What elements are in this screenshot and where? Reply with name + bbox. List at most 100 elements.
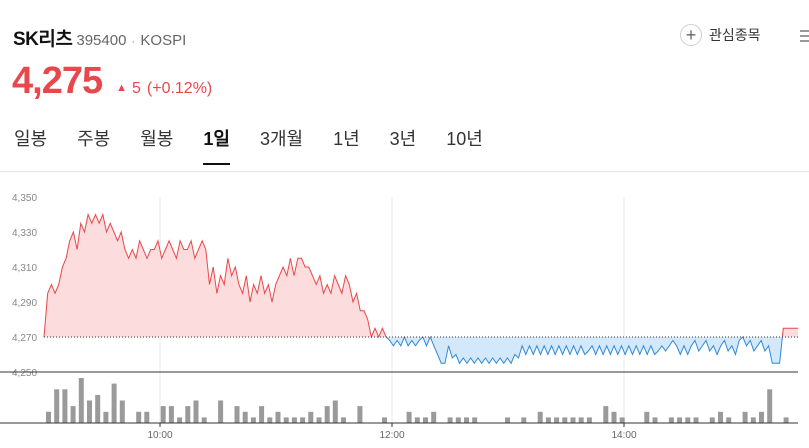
price-change: ▲ 5 (+0.12%) <box>116 80 212 98</box>
volume-bar <box>300 417 306 423</box>
x-tick-label: 10:00 <box>147 430 172 441</box>
watchlist-label: 관심종목 <box>709 27 761 43</box>
tab-3-months[interactable]: 3개월 <box>259 129 304 149</box>
volume-bar <box>87 400 92 423</box>
volume-bar <box>78 378 84 423</box>
stock-header: SK리츠 395400 · KOSPI <box>13 24 187 50</box>
tab-10-years[interactable]: 10년 <box>446 129 483 149</box>
volume-bar <box>685 417 691 423</box>
volume-bar <box>119 400 125 423</box>
volume-bar <box>472 417 478 423</box>
volume-bar <box>767 389 773 424</box>
price-line-down <box>44 337 783 365</box>
tab-daily[interactable]: 일봉 <box>14 129 48 149</box>
y-tick-label: 4,310 <box>12 263 37 274</box>
volume-bar <box>332 400 338 423</box>
tab-monthly[interactable]: 월봉 <box>140 129 174 149</box>
volume-bar <box>54 389 60 424</box>
volume-bar <box>709 417 715 423</box>
volume-bar <box>505 417 510 423</box>
volume-bar <box>726 417 732 423</box>
plus-circle-icon: + <box>680 24 702 46</box>
volume-bar <box>570 417 576 423</box>
volume-bar <box>316 417 322 423</box>
volume-bar <box>759 411 764 424</box>
volume-bar <box>455 417 461 423</box>
current-price: 4,275 <box>12 60 103 102</box>
price-area-down <box>44 337 798 364</box>
volume-bar <box>291 417 297 423</box>
volume-bar <box>447 417 453 423</box>
volume-bar <box>324 406 330 423</box>
change-amount: 5 <box>131 80 141 97</box>
volume-bar <box>464 417 469 423</box>
volume-bar <box>677 417 683 423</box>
volume-bar <box>545 417 551 423</box>
intraday-chart[interactable]: 4,350 4,330 4,310 4,290 4,270 4,250 10:00 12:00… <box>0 180 809 448</box>
triangle-up-icon: ▲ <box>116 82 127 94</box>
stock-name: SK리츠 <box>13 29 73 50</box>
tab-1-year[interactable]: 1년 <box>333 129 360 149</box>
more-icon[interactable] <box>794 24 809 48</box>
volume-bar <box>103 411 109 424</box>
volume-bar <box>742 411 748 424</box>
volume-bar <box>750 417 756 423</box>
y-tick-label: 4,350 <box>12 193 37 204</box>
separator-dot: · <box>131 34 136 48</box>
period-tabs: 일봉 주봉 월봉 1일 3개월 1년 3년 10년 <box>14 125 513 165</box>
volume-bar <box>578 417 584 423</box>
volume-bar <box>168 406 174 423</box>
volume-bar <box>423 417 428 423</box>
volume-bar <box>234 406 240 423</box>
tab-weekly[interactable]: 주봉 <box>77 129 111 149</box>
volume-bar <box>242 411 248 424</box>
tab-3-years[interactable]: 3년 <box>389 129 417 149</box>
price-row: 4,275 ▲ 5 (+0.12%) <box>12 60 212 103</box>
price-line-up <box>43 212 798 337</box>
volume-bar <box>95 394 101 423</box>
volume-bar <box>603 406 609 423</box>
volume-bar <box>308 411 314 424</box>
volume-bar <box>668 417 674 423</box>
volume-bar <box>619 417 625 423</box>
tab-1-day[interactable]: 1일 <box>203 125 230 165</box>
volume-bar <box>177 417 183 423</box>
tabs-divider <box>0 171 809 172</box>
volume-bar <box>136 411 142 424</box>
volume-bar <box>562 417 568 423</box>
volume-bar <box>185 406 191 423</box>
volume-bar <box>783 417 789 423</box>
volume-bar <box>111 383 117 423</box>
volume-bar <box>144 411 150 424</box>
volume-bar <box>283 417 289 423</box>
volume-bar <box>431 411 437 424</box>
volume-bar <box>644 411 650 424</box>
y-tick-label: 4,250 <box>12 368 37 379</box>
volume-bar <box>250 417 256 423</box>
volume-bar <box>406 411 412 424</box>
volume-bar <box>259 406 265 423</box>
volume-bar <box>414 417 420 423</box>
y-tick-label: 4,330 <box>12 228 37 239</box>
y-tick-label: 4,270 <box>12 333 37 344</box>
volume-bar <box>201 417 207 423</box>
volume-bar <box>218 400 224 423</box>
change-percent: (+0.12%) <box>146 80 213 97</box>
volume-bar <box>267 417 273 423</box>
market-name: KOSPI <box>140 32 187 49</box>
stock-code: 395400 <box>76 32 127 49</box>
volume-bar <box>275 411 281 424</box>
x-tick-label: 12:00 <box>379 430 404 441</box>
y-tick-label: 4,290 <box>12 298 37 309</box>
volume-bar <box>611 411 617 424</box>
volume-bar <box>693 417 699 423</box>
volume-bar <box>652 417 658 423</box>
volume-bar <box>193 400 199 423</box>
volume-bar <box>554 417 560 423</box>
watchlist-button[interactable]: + 관심종목 <box>680 24 761 46</box>
volume-bar <box>537 411 543 424</box>
x-tick-label: 14:00 <box>611 430 636 441</box>
volume-bar <box>341 417 346 423</box>
volume-bar <box>382 417 387 423</box>
volume-bar <box>357 406 363 423</box>
